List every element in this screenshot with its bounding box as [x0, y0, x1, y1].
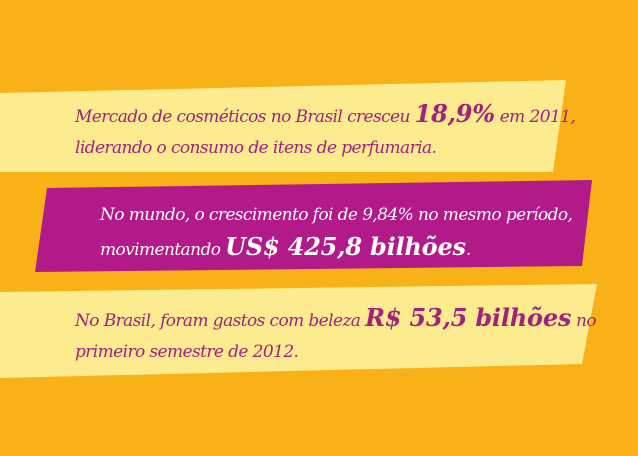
- statement-3-text-pre: No Brasil, foram gastos com beleza: [75, 311, 366, 331]
- statement-1-line-2: liderando o consumo de itens de perfumar…: [75, 138, 437, 158]
- world-value-highlight: US$ 425,8 bilhões: [225, 232, 466, 261]
- band-2-shape: [35, 180, 592, 272]
- statement-2-text-post: .: [465, 240, 471, 260]
- statement-2-text: No mundo, o crescimento foi de 9,84% no …: [100, 200, 573, 266]
- statement-band-2: No mundo, o crescimento foi de 9,84% no …: [0, 180, 638, 275]
- statement-2-text-pre: movimentando: [100, 240, 226, 260]
- statement-2-line-1: No mundo, o crescimento foi de 9,84% no …: [100, 205, 573, 225]
- statement-3-line-2: primeiro semestre de 2012.: [75, 342, 299, 362]
- statement-1-text: Mercado de cosméticos no Brasil cresceu …: [75, 98, 576, 164]
- statement-1-text-pre: Mercado de cosméticos no Brasil cresceu: [75, 107, 415, 127]
- statement-3-line-1: No Brasil, foram gastos com beleza R$ 53…: [75, 302, 597, 337]
- statement-band-1: Mercado de cosméticos no Brasil cresceu …: [0, 80, 638, 175]
- band-3-shape: [0, 284, 597, 378]
- statement-3-text-post: no: [571, 311, 597, 331]
- statement-1-line-1: Mercado de cosméticos no Brasil cresceu …: [75, 98, 576, 133]
- band-1-shape: [0, 80, 566, 172]
- statement-band-3: No Brasil, foram gastos com beleza R$ 53…: [0, 284, 638, 379]
- statement-2-line-2: movimentando US$ 425,8 bilhões.: [100, 231, 572, 266]
- statement-3-text: No Brasil, foram gastos com beleza R$ 53…: [75, 302, 597, 368]
- statement-1-text-post: em 2011,: [494, 107, 576, 127]
- growth-percent-highlight: 18,9%: [414, 99, 495, 128]
- brazil-value-highlight: R$ 53,5 bilhões: [365, 303, 572, 332]
